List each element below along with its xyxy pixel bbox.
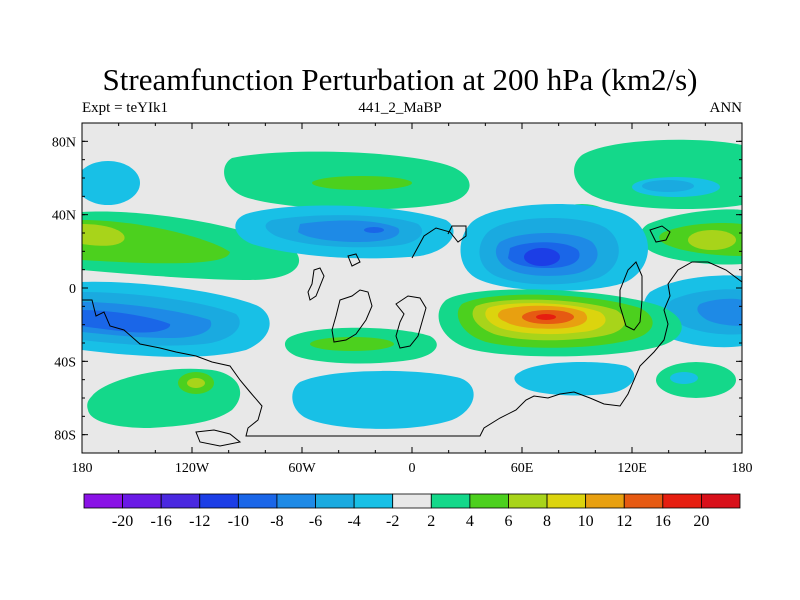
- contour-negative-southern-ocean: [292, 370, 474, 429]
- lon-tick-label: 180: [732, 461, 753, 476]
- colorbar-label: -12: [189, 513, 210, 530]
- latitude-axis: 80N 40N 0 40S 80S: [52, 122, 742, 454]
- colorbar-label: -20: [112, 513, 133, 530]
- contour-positive-south-atlantic: [284, 327, 437, 364]
- lat-tick-label: 40S: [54, 355, 76, 370]
- lon-tick-label: 0: [409, 461, 416, 476]
- colorbar-label: 20: [693, 513, 709, 530]
- colorbar-label: -16: [151, 513, 172, 530]
- colorbar-swatch: [430, 493, 471, 509]
- contour-field: [82, 123, 742, 453]
- plot-title: Streamfunction Perturbation at 200 hPa (…: [102, 62, 698, 97]
- colorbar-swatch: [546, 493, 587, 509]
- season-label: ANN: [709, 100, 743, 116]
- lon-tick-label: 120W: [175, 461, 210, 476]
- longitude-axis: 180 120W 60W 0 60E 120E 180: [72, 123, 753, 476]
- colorbar-swatch: [315, 493, 355, 509]
- colorbar-label: -8: [270, 513, 283, 530]
- contour-positive-south-pacific: [87, 368, 241, 428]
- contour-negative-central-asia: [460, 204, 649, 291]
- colorbar-label: 6: [504, 513, 512, 530]
- coastlines: [82, 225, 742, 447]
- contour-negative-north-pacific: [82, 161, 140, 205]
- colorbar-swatch: [662, 493, 702, 509]
- lat-tick-label: 80S: [54, 429, 76, 444]
- colorbar-label: -4: [347, 513, 360, 530]
- contour-positive-north-pacific-east: [574, 139, 742, 210]
- contour-positive-subtropical-east: [639, 209, 742, 265]
- colorbar-swatch: [122, 493, 162, 509]
- case-label: 441_2_MaBP: [358, 100, 442, 116]
- colorbar-label: 10: [578, 513, 594, 530]
- colorbar-swatch: [199, 493, 239, 509]
- colorbar-swatch: [469, 493, 509, 509]
- colorbar-label: -10: [228, 513, 249, 530]
- colorbar-label: -6: [309, 513, 322, 530]
- colorbar-label: 12: [616, 513, 632, 530]
- colorbar: -20 -16 -12 -10 -8 -6 -4 -2 2 4 6 8 10 12 16 20: [83, 493, 741, 530]
- experiment-label: Expt = teYIk1: [82, 100, 168, 116]
- contour-negative-north-atlantic: [235, 205, 454, 259]
- lon-tick-label: 180: [72, 461, 93, 476]
- colorbar-label: -2: [386, 513, 399, 530]
- lon-tick-label: 120E: [617, 461, 647, 476]
- colorbar-swatch: [585, 493, 625, 509]
- contour-positive-indian-ocean: [438, 289, 682, 357]
- contour-negative-south-pacific: [82, 281, 270, 357]
- colorbar-swatch: [623, 493, 664, 509]
- lon-tick-label: 60E: [511, 461, 534, 476]
- colorbar-label: 8: [543, 513, 551, 530]
- colorbar-swatch: [508, 493, 548, 509]
- lat-tick-label: 40N: [52, 209, 76, 224]
- lat-tick-label: 0: [69, 282, 76, 297]
- colorbar-label: 16: [655, 513, 671, 530]
- colorbar-swatch: [353, 493, 394, 509]
- colorbar-label: 4: [466, 513, 474, 530]
- lon-tick-label: 60W: [288, 461, 316, 476]
- colorbar-swatch: [237, 493, 278, 509]
- contour-negative-southern-indian: [514, 362, 635, 396]
- contour-positive-north-atlantic: [224, 151, 470, 210]
- colorbar-swatch: [392, 493, 432, 509]
- colorbar-label: 2: [427, 513, 435, 530]
- contour-positive-southeast: [656, 362, 736, 398]
- colorbar-swatch: [83, 493, 123, 509]
- lat-tick-label: 80N: [52, 135, 76, 150]
- contour-positive-subtropical-west: [82, 211, 300, 280]
- colorbar-swatch: [276, 493, 316, 509]
- colorbar-swatch: [160, 493, 201, 509]
- colorbar-swatch: [701, 493, 741, 509]
